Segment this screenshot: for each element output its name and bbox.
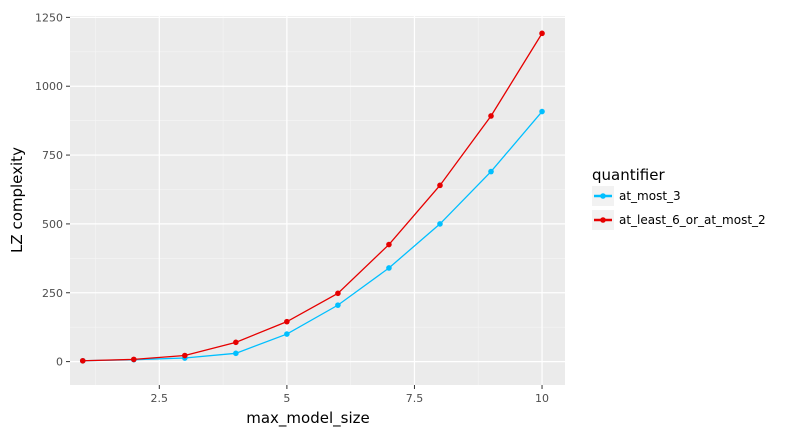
data-point-at_least_6_or_at_most_2 [130, 356, 137, 363]
series-layer [79, 30, 545, 364]
data-point-at_least_6_or_at_most_2 [182, 352, 188, 359]
legend-title: quantifier [592, 166, 665, 184]
x-tick-label: 2.5 [151, 392, 169, 405]
y-tick-label: 500 [42, 218, 63, 231]
data-point-at_most_3 [539, 108, 545, 115]
y-tick-label: 0 [56, 356, 63, 369]
legend-key-point [600, 193, 606, 199]
x-axis-ticks: 2.5 5 7.5 10 [151, 385, 549, 405]
data-point-at_least_6_or_at_most_2 [79, 357, 86, 364]
y-tick-label: 1000 [35, 80, 63, 93]
x-tick-label: 5 [283, 392, 290, 405]
y-axis-ticks: 0 250 500 750 1000 1250 [35, 11, 70, 369]
x-tick-label: 7.5 [406, 392, 424, 405]
x-axis-title: max_model_size [246, 409, 369, 428]
data-point-at_most_3 [284, 331, 290, 337]
data-point-at_least_6_or_at_most_2 [233, 339, 239, 346]
series-line-at_most_3 [82, 111, 543, 362]
y-tick-label: 250 [42, 287, 63, 300]
data-point-at_most_3 [335, 302, 341, 308]
y-tick-label: 1250 [35, 11, 63, 24]
major-gridlines [70, 16, 565, 385]
plot-panel [70, 16, 565, 385]
data-point-at_most_3 [386, 265, 392, 271]
data-point-at_least_6_or_at_most_2 [335, 290, 341, 297]
legend-label: at_most_3 [619, 189, 681, 203]
y-axis-title: LZ complexity [8, 147, 26, 253]
data-point-at_least_6_or_at_most_2 [539, 30, 545, 37]
legend-label: at_least_6_or_at_most_2 [619, 213, 766, 227]
minor-gridlines [70, 16, 565, 385]
data-point-at_least_6_or_at_most_2 [386, 241, 392, 248]
data-point-at_most_3 [488, 168, 494, 175]
y-tick-label: 750 [42, 149, 63, 162]
series-line-at_least_6_or_at_most_2 [82, 33, 543, 362]
legend-key-point [600, 217, 606, 223]
data-point-at_most_3 [233, 350, 239, 357]
legend: quantifier at_most_3 at_least_6_or_at_mos… [592, 166, 766, 230]
x-tick-label: 10 [535, 392, 549, 405]
data-point-at_least_6_or_at_most_2 [437, 182, 443, 189]
data-point-at_least_6_or_at_most_2 [488, 113, 494, 119]
data-point-at_most_3 [437, 221, 443, 227]
data-point-at_least_6_or_at_most_2 [284, 318, 290, 325]
